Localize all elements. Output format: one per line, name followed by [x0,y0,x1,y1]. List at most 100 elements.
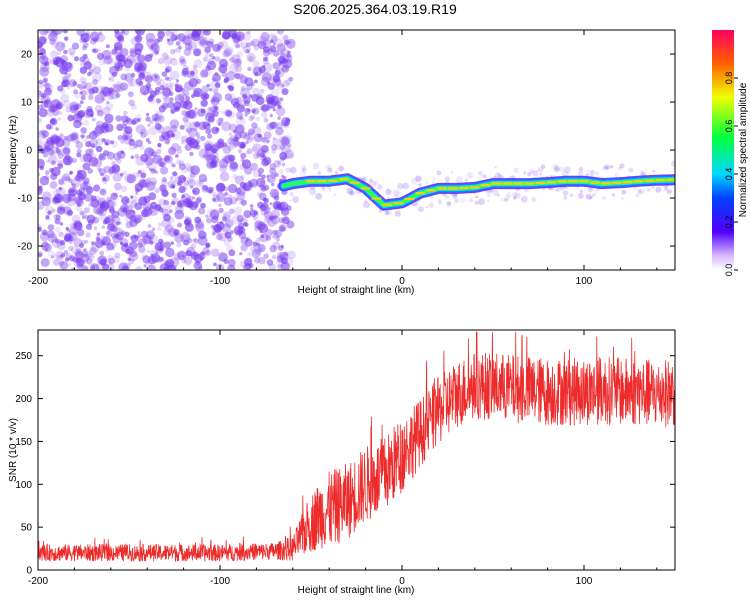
noise-speckle [282,134,292,145]
noise-speckle [252,216,258,221]
ridge-halo-speckle [452,193,458,199]
noise-speckle [203,30,209,34]
noise-speckle [225,71,236,81]
noise-speckle [49,145,59,155]
noise-speckle [243,134,250,141]
noise-speckle [111,49,118,55]
noise-speckle [208,189,213,194]
noise-speckle [77,203,81,207]
noise-speckle [248,56,254,62]
noise-speckle [151,168,156,173]
noise-speckle [283,217,288,222]
noise-speckle [98,31,103,35]
noise-speckle [75,139,80,144]
noise-speckle [50,57,58,65]
noise-speckle [68,246,74,251]
noise-speckle [219,117,224,122]
ridge-halo-speckle [589,187,593,191]
ridge-halo-speckle [497,193,500,197]
noise-speckle [51,238,62,248]
ridge-halo-speckle [478,198,485,206]
noise-speckle [273,215,278,220]
noise-speckle [130,72,136,78]
noise-speckle [261,136,267,143]
ridge-halo-speckle [562,190,569,196]
noise-speckle [58,179,65,185]
noise-speckle [248,258,253,263]
noise-speckle [200,93,208,100]
noise-speckle [52,56,61,65]
noise-speckle [84,251,92,259]
noise-speckle [121,115,129,123]
noise-speckle [99,124,109,134]
noise-speckle [87,168,94,174]
noise-speckle [119,238,129,247]
noise-speckle [283,251,289,257]
noise-speckle [241,159,252,169]
spec-xtick-label: -200 [28,276,48,287]
noise-speckle [175,79,180,83]
noise-speckle [185,96,191,101]
noise-speckle [246,133,255,141]
noise-speckle [284,149,295,160]
noise-speckle [205,112,215,122]
noise-speckle [143,130,148,135]
noise-speckle [82,45,87,51]
noise-speckle [137,54,146,63]
noise-speckle [269,202,273,206]
noise-speckle [240,236,248,245]
noise-speckle [59,134,64,139]
noise-speckle [154,188,160,194]
noise-speckle [206,186,213,194]
noise-speckle [44,175,50,181]
noise-speckle [245,132,250,137]
noise-speckle [192,64,198,70]
noise-speckle [174,84,183,93]
noise-speckle [286,220,295,229]
noise-speckle [107,199,118,209]
noise-speckle [229,56,235,63]
noise-speckle [278,61,283,67]
ridge-halo-speckle [384,210,390,216]
noise-speckle [77,110,86,118]
noise-speckle [186,176,194,184]
noise-speckle [238,198,246,205]
noise-speckle [138,72,146,80]
noise-speckle [170,58,179,66]
noise-speckle [99,189,107,196]
noise-speckle [91,241,95,245]
noise-speckle [110,224,118,233]
noise-speckle [140,132,147,139]
ridge-halo-speckle [611,193,616,197]
noise-speckle [67,114,74,122]
noise-speckle [140,172,147,179]
noise-speckle [43,99,53,108]
noise-speckle [228,194,232,199]
noise-speckle [139,145,145,151]
noise-speckle [211,126,219,135]
noise-speckle [63,155,73,166]
noise-speckle [247,148,253,155]
ridge-halo-speckle [494,166,497,169]
noise-speckle [74,92,81,99]
noise-speckle [220,110,225,115]
noise-speckle [94,133,100,138]
noise-speckle [276,122,284,129]
noise-speckle [183,239,190,246]
noise-speckle [134,30,142,35]
noise-speckle [281,162,286,167]
ridge-halo-speckle [289,199,292,202]
noise-speckle [99,250,105,256]
noise-speckle [52,188,60,197]
noise-speckle [83,248,87,252]
noise-speckle [91,48,96,53]
colorbar-tick-label: 0.4 [724,168,734,181]
noise-speckle [163,259,168,264]
noise-speckle [271,254,277,260]
ridge-halo-speckle [494,172,502,180]
noise-speckle [187,195,194,202]
noise-speckle [146,264,156,270]
noise-speckle [73,197,80,204]
noise-speckle [240,244,248,252]
noise-speckle [128,142,137,151]
